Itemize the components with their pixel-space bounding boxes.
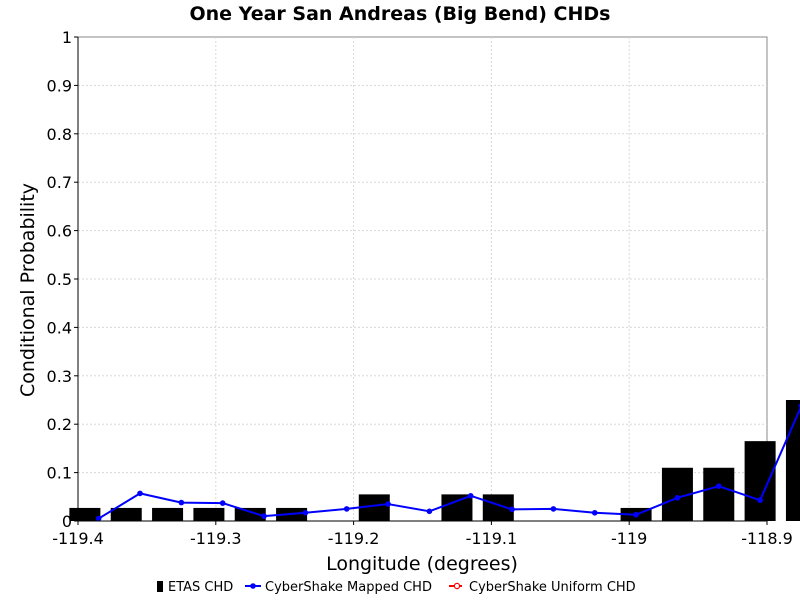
- y-tick-label: 0.8: [47, 125, 72, 144]
- legend-swatch-etas: [157, 581, 163, 592]
- x-tick-label: -118.9: [741, 529, 793, 548]
- y-tick-label: 0.6: [47, 222, 72, 241]
- y-tick-label: 0.3: [47, 367, 72, 386]
- data-point: [633, 512, 639, 518]
- etas-bar: [111, 508, 142, 521]
- data-point: [344, 506, 350, 512]
- legend-label-etas: ETAS CHD: [168, 580, 233, 595]
- legend: ETAS CHD CyberShake Mapped CHD CyberShake …: [157, 580, 636, 595]
- legend-label-uniform: CyberShake Uniform CHD: [469, 580, 636, 595]
- legend-label-mapped: CyberShake Mapped CHD: [265, 580, 432, 595]
- etas-bar: [69, 508, 100, 521]
- x-tick-label: -119.3: [190, 529, 242, 548]
- data-point: [509, 507, 515, 513]
- chart-title: One Year San Andreas (Big Bend) CHDs: [190, 3, 611, 25]
- y-axis-label: Conditional Probability: [17, 183, 39, 397]
- data-point: [468, 493, 474, 499]
- x-tick-label: -119.1: [466, 529, 518, 548]
- data-point: [427, 509, 433, 515]
- etas-bar: [193, 508, 224, 521]
- x-tick-label: -119.4: [52, 529, 104, 548]
- data-point: [137, 491, 143, 497]
- y-tick-label: 1: [62, 28, 72, 47]
- data-point: [757, 497, 763, 503]
- data-point: [716, 483, 722, 489]
- data-point: [385, 501, 391, 507]
- data-point: [551, 506, 557, 512]
- data-point: [592, 510, 598, 516]
- data-point: [303, 510, 309, 516]
- x-axis-label: Longitude (degrees): [326, 553, 518, 575]
- legend-marker-uniform: [454, 583, 459, 588]
- data-point: [261, 513, 267, 519]
- data-point: [179, 500, 185, 506]
- etas-bar: [745, 441, 776, 521]
- etas-bar: [786, 400, 800, 521]
- etas-bar: [441, 494, 472, 521]
- y-tick-label: 0.1: [47, 464, 72, 483]
- etas-bar: [152, 508, 183, 521]
- x-tick-label: -119: [611, 529, 647, 548]
- x-tick-label: -119.2: [328, 529, 380, 548]
- y-tick-label: 0.5: [47, 270, 72, 289]
- etas-bar: [703, 468, 734, 521]
- data-point: [675, 495, 681, 501]
- y-tick-label: 0.4: [47, 318, 72, 337]
- y-tick-label: 0.7: [47, 173, 72, 192]
- y-tick-label: 0.2: [47, 415, 72, 434]
- data-point: [220, 500, 226, 506]
- y-tick-label: 0.9: [47, 76, 72, 95]
- legend-marker-mapped: [250, 583, 256, 589]
